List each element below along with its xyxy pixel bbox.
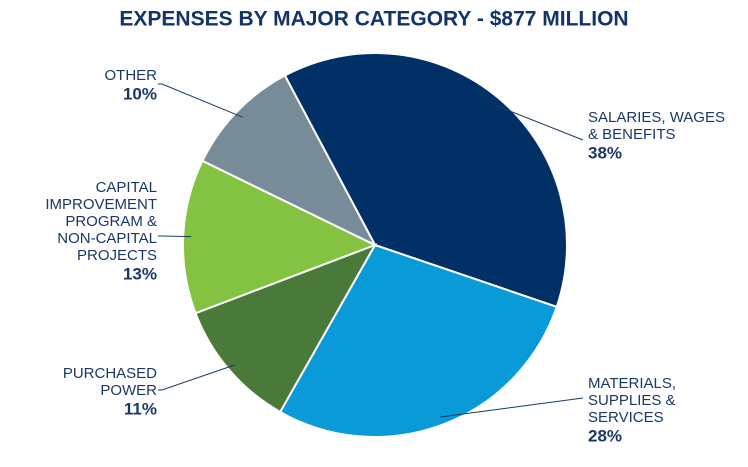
pie-slice <box>194 243 378 414</box>
label-line: SERVICES <box>588 409 664 426</box>
value-label: 10% <box>123 84 157 103</box>
label-line: SALARIES, WAGES <box>588 109 725 126</box>
label-line: NON-CAPITAL <box>57 230 157 247</box>
pie-slice <box>201 74 378 248</box>
category-label: OTHER <box>105 67 158 84</box>
label-line: MATERIALS, <box>588 375 676 392</box>
pie-slice <box>278 243 559 438</box>
leader-line <box>440 397 584 418</box>
label-line: OTHER <box>105 67 158 84</box>
leader-line <box>158 364 236 391</box>
chart-title: EXPENSES BY MAJOR CATEGORY - $877 MILLIO… <box>119 8 628 31</box>
value-label: 38% <box>588 143 622 162</box>
leader-line <box>158 235 192 238</box>
category-label: PURCHASED POWER <box>63 365 157 399</box>
value-label: 11% <box>124 399 157 418</box>
value-label: 13% <box>123 264 157 283</box>
category-label: MATERIALS, SUPPLIES & SERVICES <box>588 375 676 426</box>
label-line: PURCHASED <box>63 365 157 382</box>
category-label: CAPITAL IMPROVEMENT PROGRAM & NON-CAPITAL PR… <box>45 179 157 264</box>
label-line: PROGRAM & <box>65 213 157 230</box>
label-line: & BENEFITS <box>588 126 676 143</box>
label-line: POWER <box>100 382 157 399</box>
pie <box>182 52 568 438</box>
category-label: SALARIES, WAGES & BENEFITS <box>588 109 725 143</box>
label-line: IMPROVEMENT <box>45 196 157 213</box>
pie-slice <box>283 52 568 309</box>
value-label: 28% <box>588 426 622 445</box>
leader-line <box>494 104 584 141</box>
leader-line <box>158 83 243 118</box>
label-line: PROJECTS <box>77 247 157 264</box>
label-line: SUPPLIES & <box>588 392 676 409</box>
label-line: CAPITAL <box>96 179 157 196</box>
